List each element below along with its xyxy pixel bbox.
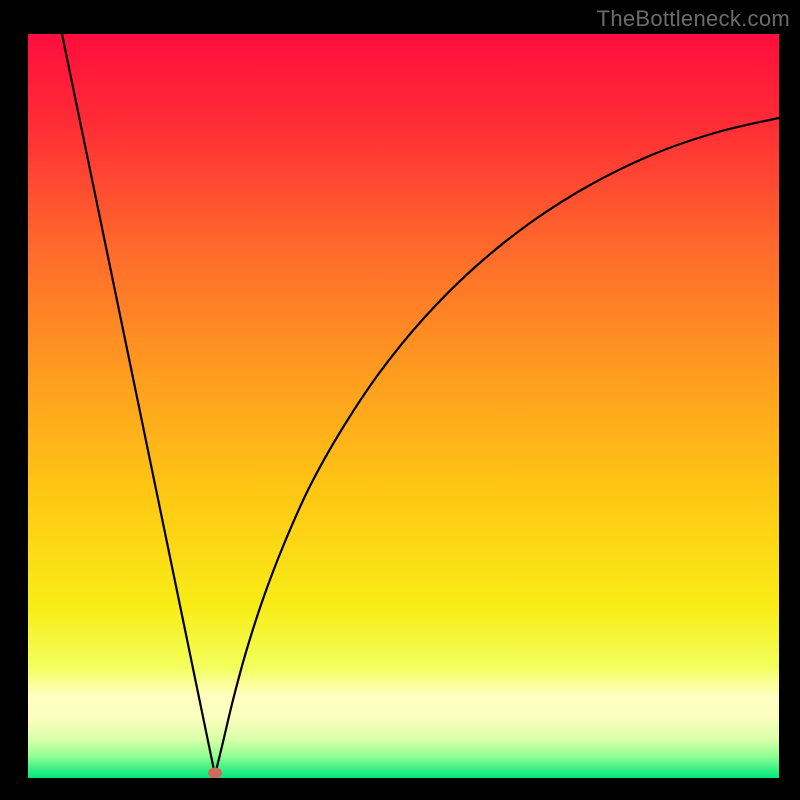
curve-right-branch: [215, 118, 779, 775]
frame-border-left: [0, 0, 28, 800]
frame-border-right: [779, 0, 800, 800]
chart-curve-svg: [28, 34, 779, 778]
minimum-marker: [208, 768, 222, 779]
watermark-text: TheBottleneck.com: [597, 6, 790, 32]
curve-left-branch: [62, 34, 215, 775]
chart-plot-area: [28, 34, 779, 778]
frame-border-bottom: [0, 778, 800, 800]
